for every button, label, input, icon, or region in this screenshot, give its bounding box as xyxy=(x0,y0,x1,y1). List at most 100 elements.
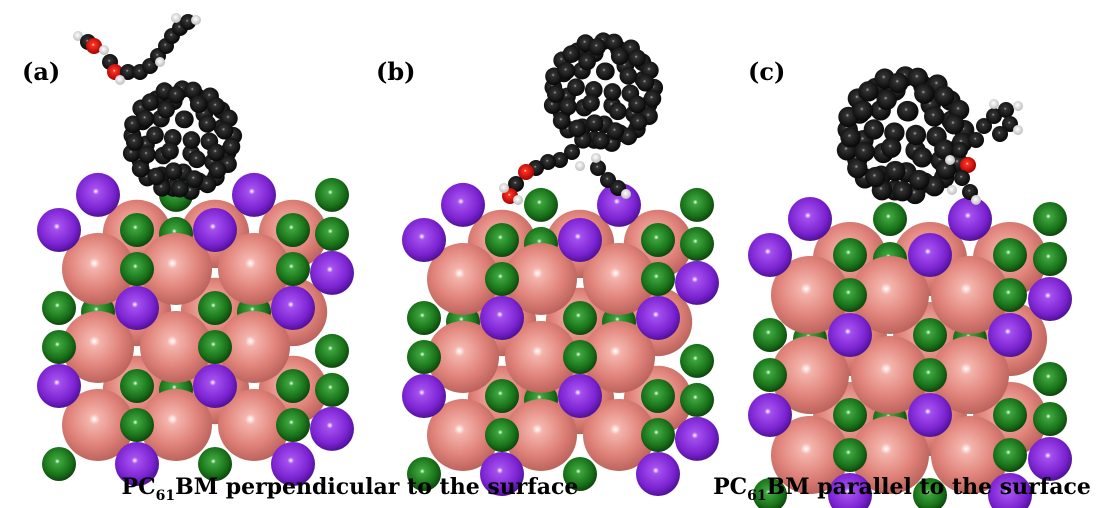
carbon-atom xyxy=(885,161,905,181)
metal-atom xyxy=(748,393,792,437)
carbon-atom xyxy=(175,110,193,128)
carbon-atom xyxy=(619,67,637,85)
carbon-atom xyxy=(559,98,577,116)
carbon-atom xyxy=(138,146,156,164)
halide-atom xyxy=(641,379,675,413)
carbon-atom xyxy=(906,125,926,145)
metal-atom xyxy=(37,208,81,252)
halide-atom xyxy=(753,318,787,352)
carbon-atom xyxy=(865,167,885,187)
caption-text: BM parallel to the surface xyxy=(767,474,1091,500)
carbon-atom xyxy=(588,38,606,56)
caption: PC61BM perpendicular to the surface xyxy=(122,474,579,504)
carbon-atom xyxy=(582,94,600,112)
carbon-atom xyxy=(609,103,627,121)
metal-atom xyxy=(636,296,680,340)
caption-text: PC xyxy=(122,474,156,500)
halide-atom xyxy=(680,383,714,417)
halide-atom xyxy=(833,238,867,272)
metal-atom xyxy=(271,286,315,330)
metal-atom xyxy=(310,407,354,451)
metal-atom xyxy=(441,183,485,227)
carbon-atom xyxy=(148,168,166,186)
carbon-atom xyxy=(190,95,208,113)
carbon-atom xyxy=(146,126,164,144)
halide-atom xyxy=(833,278,867,312)
halide-atom xyxy=(120,252,154,286)
halide-atom xyxy=(1033,202,1067,236)
metal-atom xyxy=(948,197,992,241)
metal-atom xyxy=(310,251,354,295)
halide-atom xyxy=(1033,242,1067,276)
carbon-atom xyxy=(171,180,189,198)
hydrogen-atom xyxy=(191,15,201,25)
carbon-atom xyxy=(183,131,201,149)
panel-label: (b) xyxy=(376,57,416,86)
carbon-atom xyxy=(954,170,970,186)
metal-atom xyxy=(402,218,446,262)
halide-atom xyxy=(42,291,76,325)
halide-atom xyxy=(485,262,519,296)
halide-atom xyxy=(873,202,907,236)
halide-atom xyxy=(485,418,519,452)
halide-atom xyxy=(641,223,675,257)
caption: PC61BM parallel to the surface xyxy=(713,474,1091,504)
carbon-atom xyxy=(944,114,964,134)
hydrogen-atom xyxy=(171,13,181,23)
carbon-atom xyxy=(563,45,581,63)
hydrogen-atom xyxy=(591,153,601,163)
panel-label: (c) xyxy=(748,57,785,86)
halide-atom xyxy=(993,238,1027,272)
carbon-atom xyxy=(606,122,624,140)
carbon-atom xyxy=(578,53,596,71)
metal-atom xyxy=(402,374,446,418)
halide-atom xyxy=(276,369,310,403)
halide-atom xyxy=(485,379,519,413)
halide-atom xyxy=(993,398,1027,432)
metal-atom xyxy=(988,313,1032,357)
carbon-atom xyxy=(912,147,932,167)
carbon-atom xyxy=(558,62,576,80)
metal-atom xyxy=(828,313,872,357)
caption-text: PC xyxy=(713,474,747,500)
carbon-atom xyxy=(914,84,934,104)
carbon-atom xyxy=(157,101,175,119)
caption-text: BM perpendicular to the surface xyxy=(175,474,578,500)
halide-atom xyxy=(563,301,597,335)
carbon-atom xyxy=(934,86,954,106)
caption-subscript: 61 xyxy=(747,488,766,504)
halide-atom xyxy=(680,344,714,378)
halide-atom xyxy=(753,358,787,392)
carbon-atom xyxy=(216,122,234,140)
carbon-atom xyxy=(644,90,662,108)
metal-atom xyxy=(675,417,719,461)
carbon-atom xyxy=(188,151,206,169)
carbon-atom xyxy=(854,142,874,162)
halide-atom xyxy=(1033,402,1067,436)
halide-atom xyxy=(641,418,675,452)
metal-atom xyxy=(193,364,237,408)
carbon-atom xyxy=(630,113,648,131)
hydrogen-atom xyxy=(575,161,585,171)
carbon-atom xyxy=(569,120,587,138)
hydrogen-atom xyxy=(947,185,957,195)
panel-label: (a) xyxy=(22,57,60,86)
metal-atom xyxy=(675,261,719,305)
carbon-atom xyxy=(137,110,155,128)
carbon-atom xyxy=(592,132,610,150)
halide-atom xyxy=(680,227,714,261)
carbon-atom xyxy=(992,126,1008,142)
halide-atom xyxy=(1033,362,1067,396)
carbon-atom xyxy=(968,132,984,148)
carbon-atom xyxy=(888,73,908,93)
halide-atom xyxy=(315,217,349,251)
carbon-atom xyxy=(198,115,216,133)
halide-atom xyxy=(993,438,1027,472)
carbon-atom xyxy=(142,93,160,111)
halide-atom xyxy=(524,188,558,222)
molecular-models xyxy=(37,13,1072,508)
carbon-atom xyxy=(998,102,1014,118)
halide-atom xyxy=(913,318,947,352)
carbon-atom xyxy=(877,90,897,110)
halide-atom xyxy=(42,330,76,364)
